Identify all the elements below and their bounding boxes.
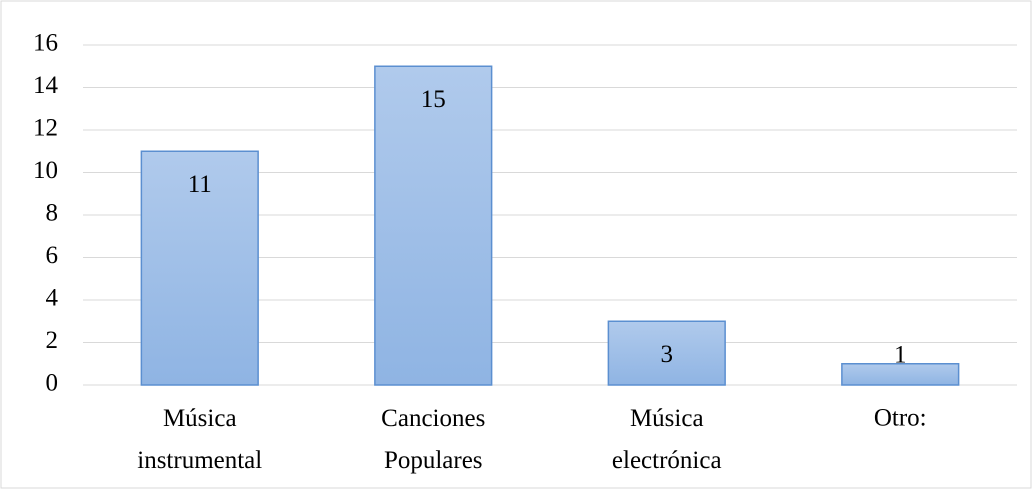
y-tick-label: 16 (33, 30, 58, 57)
y-tick-label: 6 (46, 242, 59, 269)
y-tick-label: 2 (46, 327, 59, 354)
y-tick-label: 8 (46, 200, 59, 227)
x-tick-label: Música electrónica (612, 405, 722, 474)
data-label: 15 (421, 86, 446, 113)
x-tick-label: Otro: (874, 405, 927, 432)
data-label: 3 (661, 341, 674, 368)
x-tick-label: Música instrumental (137, 405, 262, 474)
y-tick-label: 10 (33, 157, 58, 184)
y-tick-label: 12 (33, 115, 58, 142)
bar (374, 65, 493, 386)
y-tick-label: 14 (33, 72, 59, 99)
x-tick-label: Canciones Populares (381, 405, 485, 474)
data-label: 1 (894, 342, 907, 369)
bar (841, 363, 960, 386)
y-tick-label: 0 (46, 370, 59, 397)
data-label: 11 (188, 171, 212, 198)
y-tick-label: 4 (46, 285, 59, 312)
bar (140, 150, 259, 386)
bar (607, 320, 726, 386)
